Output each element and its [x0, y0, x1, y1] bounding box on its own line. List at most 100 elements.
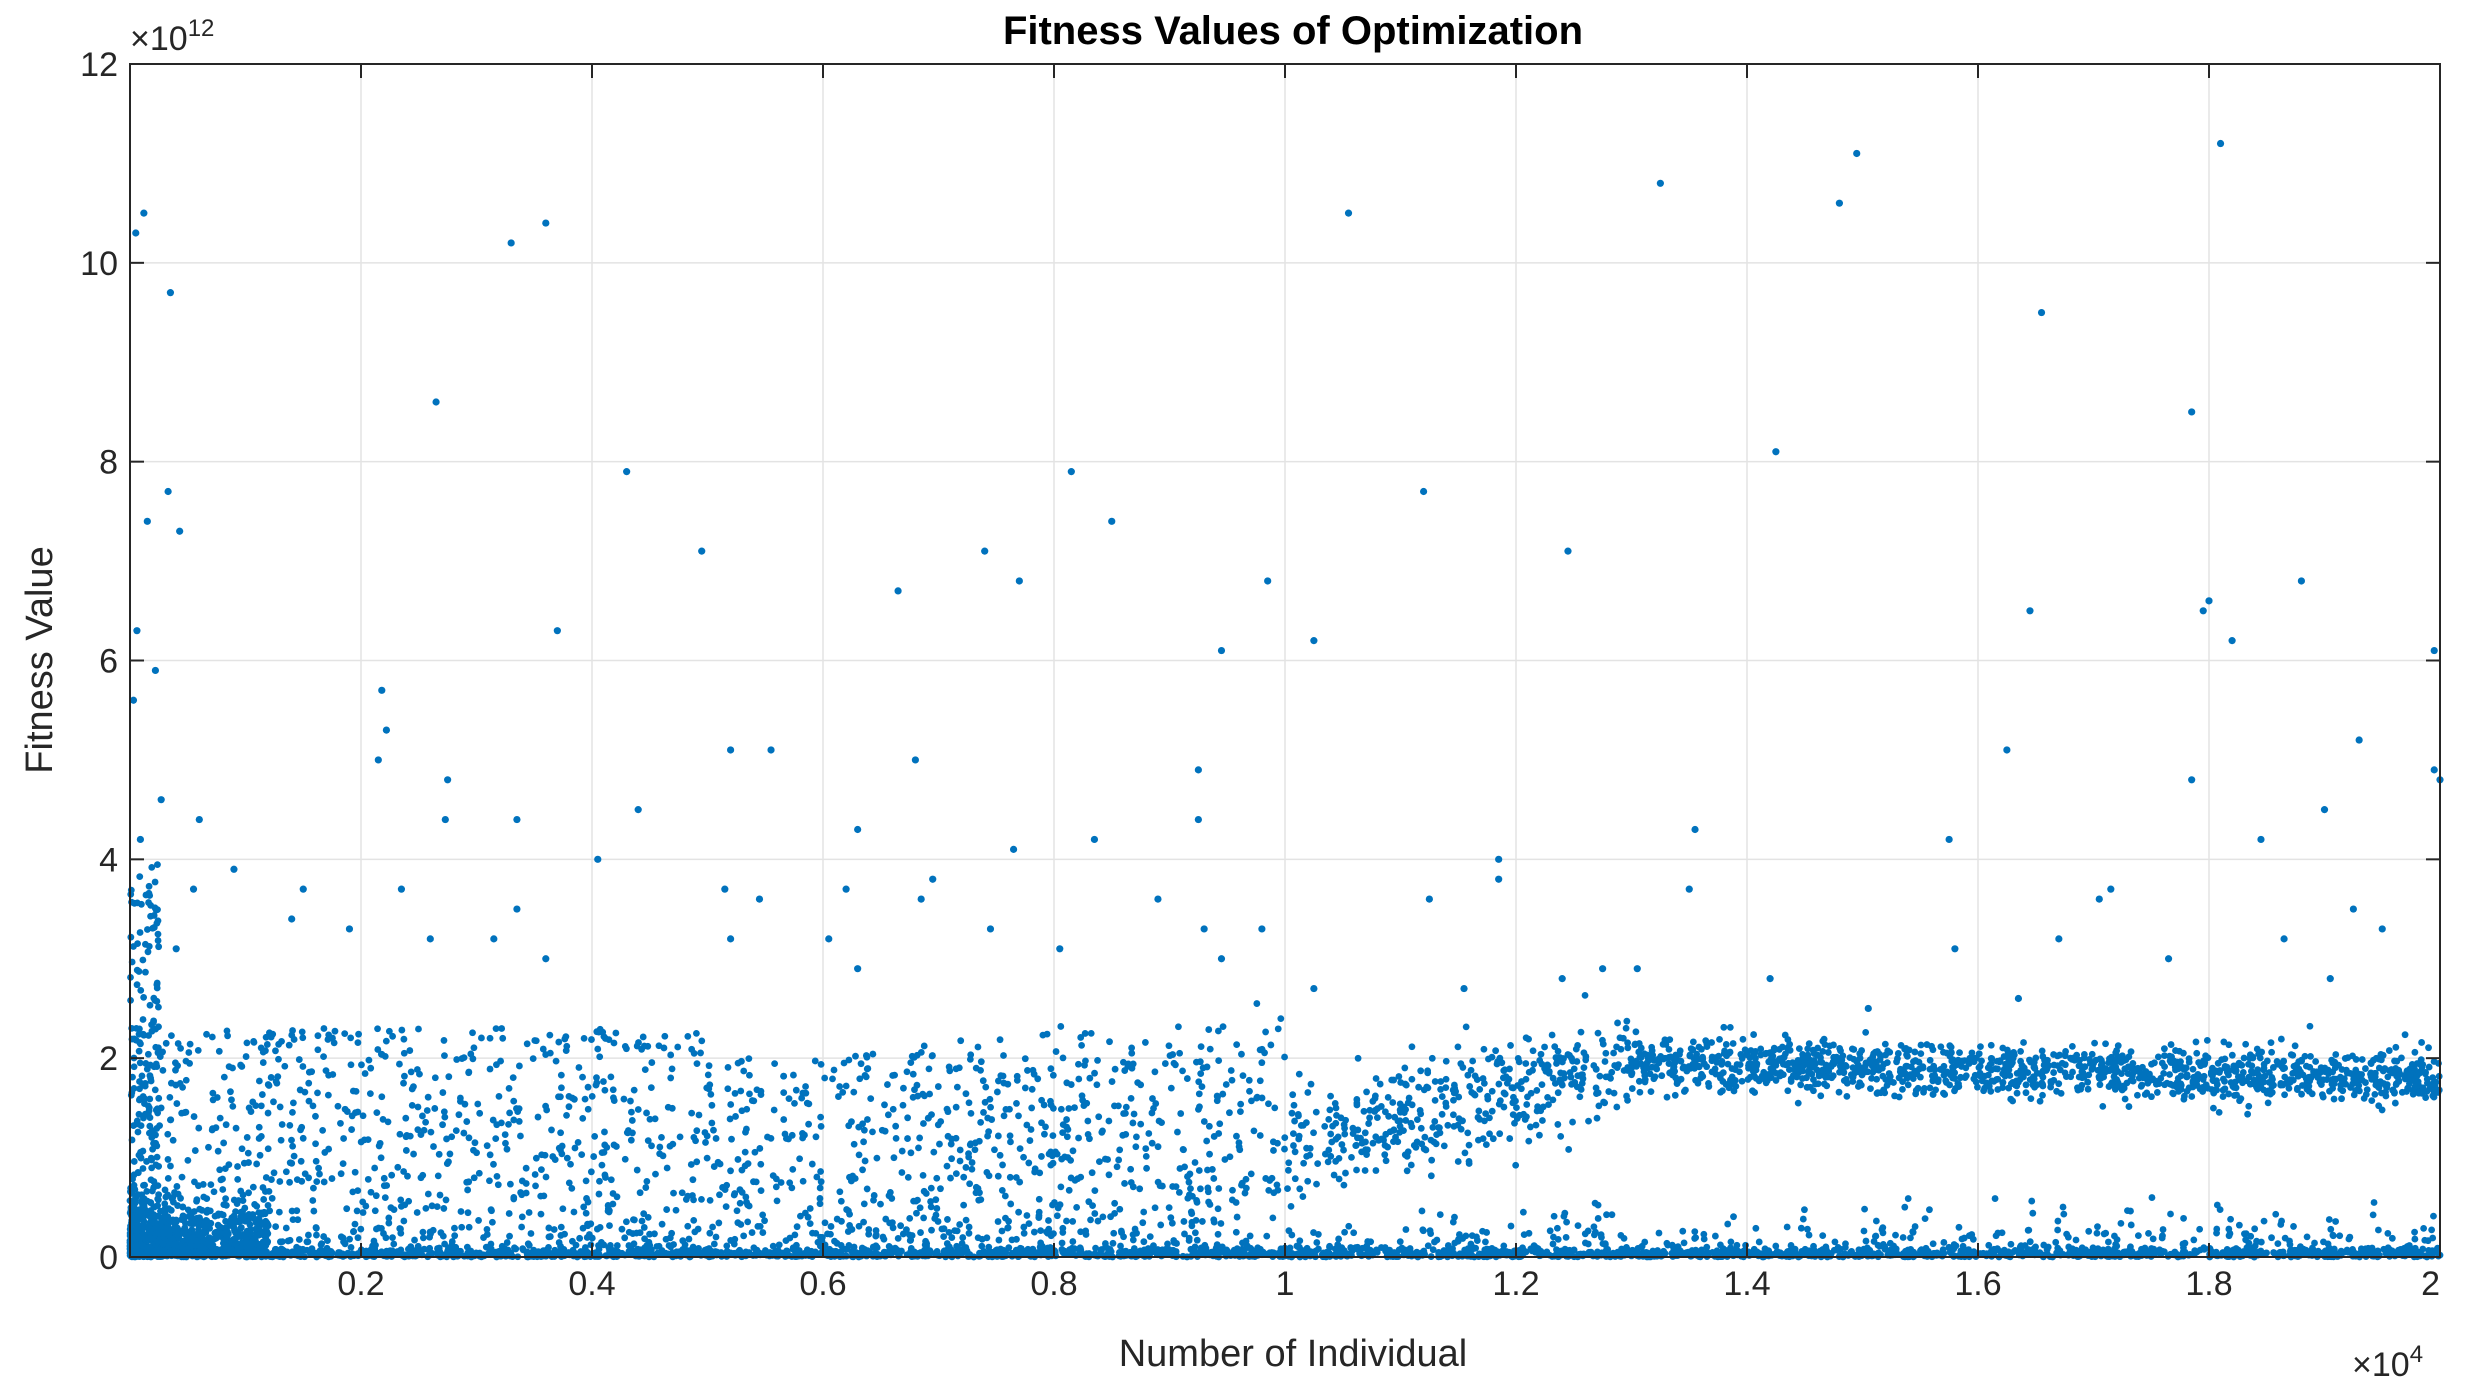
cloud-point: [191, 1147, 199, 1154]
cloud-point: [897, 1222, 905, 1230]
cloud-point: [792, 1086, 800, 1094]
cloud-point: [959, 1234, 967, 1241]
cloud-point: [672, 1206, 680, 1214]
cloud-point: [134, 1169, 142, 1176]
cloud-point: [1269, 1138, 1277, 1146]
cloud-point: [1063, 1133, 1071, 1141]
cloud-point: [367, 1064, 375, 1072]
cloud-point: [994, 1077, 1002, 1085]
cloud-point: [2286, 1237, 2293, 1245]
cloud-point: [1120, 1058, 1127, 1066]
cloud-point: [956, 1146, 964, 1154]
cloud-point: [1025, 1159, 1033, 1167]
cloud-point: [463, 1178, 471, 1186]
cloud-point: [132, 1242, 140, 1250]
cloud-point: [1063, 1116, 1070, 1123]
cloud-point: [817, 1122, 825, 1130]
cloud-point: [441, 1240, 449, 1248]
cloud-point: [131, 1222, 139, 1230]
cloud-point: [381, 1194, 389, 1201]
cloud-point: [171, 1240, 179, 1248]
cloud-point: [1290, 1142, 1297, 1149]
cloud-point: [522, 1180, 530, 1187]
cloud-point: [2147, 1249, 2155, 1257]
cloud-point: [179, 1245, 187, 1253]
cloud-point: [396, 1130, 404, 1138]
cloud-point: [668, 1104, 676, 1112]
cloud-point: [1081, 1030, 1089, 1037]
cloud-point: [791, 1099, 798, 1107]
cloud-point: [220, 1073, 228, 1081]
cloud-point: [478, 1034, 485, 1042]
cloud-point: [740, 1249, 748, 1257]
cloud-point: [293, 1207, 301, 1215]
cloud-point: [1036, 1243, 1044, 1251]
cloud-point: [1175, 1023, 1182, 1031]
cloud-point: [613, 1242, 621, 1249]
cloud-point: [832, 1247, 840, 1255]
cloud-point: [415, 1025, 422, 1033]
cloud-point: [320, 1178, 328, 1186]
cloud-point: [1075, 1060, 1082, 1068]
cloud-point: [492, 1135, 500, 1143]
cloud-point: [1198, 1218, 1206, 1225]
cloud-point: [136, 873, 144, 881]
cloud-point: [495, 1093, 503, 1100]
cloud-point: [947, 1174, 954, 1182]
cloud-point: [898, 1147, 906, 1155]
cloud-point: [325, 1031, 333, 1039]
cloud-point: [295, 1236, 303, 1243]
cloud-point: [1163, 1245, 1171, 1253]
cloud-point: [764, 1249, 772, 1256]
cloud-point: [470, 1174, 478, 1182]
cloud-point: [143, 1158, 150, 1165]
cloud-point: [2117, 1219, 2125, 1227]
cloud-point: [137, 986, 145, 994]
cloud-point: [220, 1139, 228, 1147]
cloud-point: [1313, 1239, 1321, 1246]
cloud-point: [2111, 1232, 2118, 1240]
cloud-point: [408, 1085, 416, 1093]
cloud-point: [588, 1092, 596, 1100]
cloud-point: [837, 1241, 845, 1249]
cloud-point: [962, 1244, 970, 1251]
cloud-point: [489, 1116, 497, 1124]
cloud-point: [2063, 1230, 2071, 1238]
cloud-point: [497, 1248, 505, 1256]
cloud-point: [997, 1072, 1005, 1079]
cloud-point: [347, 1243, 355, 1251]
cloud-point: [930, 1148, 938, 1156]
cloud-point: [1075, 1075, 1083, 1083]
cloud-point: [255, 1135, 263, 1142]
cloud-point: [798, 1094, 806, 1102]
cloud-point: [741, 1148, 749, 1156]
cloud-point: [405, 1245, 412, 1253]
cloud-point: [1167, 1214, 1175, 1222]
cloud-point: [948, 1234, 956, 1241]
cloud-point: [2167, 1250, 2174, 1258]
cloud-point: [464, 1209, 472, 1217]
cloud-point: [423, 1107, 431, 1114]
cloud-point: [413, 1209, 421, 1216]
cloud-point: [1013, 1076, 1021, 1084]
cloud-point: [1094, 1217, 1102, 1225]
cloud-point: [1261, 1049, 1268, 1057]
cloud-point: [1204, 1188, 1212, 1196]
cloud-point: [359, 1209, 367, 1216]
cloud-point: [1235, 1143, 1243, 1151]
cloud-point: [274, 1073, 282, 1081]
cloud-point: [234, 1163, 241, 1170]
cloud-point: [610, 1039, 618, 1047]
cloud-point: [1911, 1223, 1919, 1230]
cloud-point: [1237, 1108, 1244, 1116]
cloud-point: [225, 1161, 233, 1169]
cloud-point: [1463, 1246, 1471, 1254]
cloud-point: [134, 940, 141, 948]
cloud-point: [1026, 1137, 1034, 1144]
cloud-point: [377, 1154, 385, 1162]
cloud-point: [1174, 1128, 1181, 1136]
cloud-point: [1069, 1147, 1077, 1155]
cloud-point: [258, 1091, 266, 1098]
cloud-point: [558, 1084, 565, 1092]
cloud-point: [434, 1245, 441, 1252]
